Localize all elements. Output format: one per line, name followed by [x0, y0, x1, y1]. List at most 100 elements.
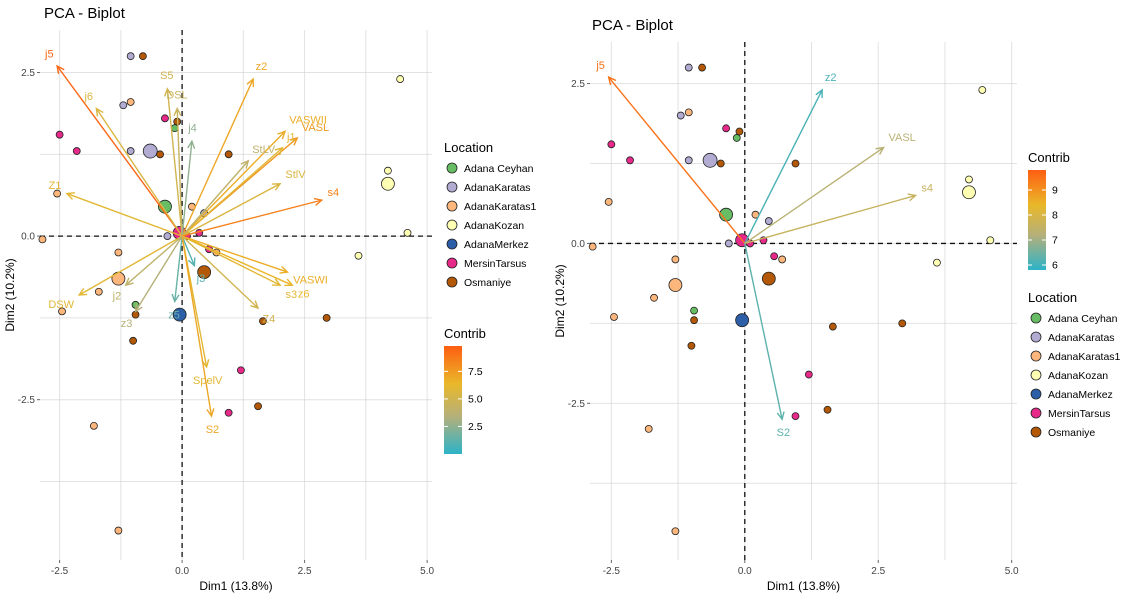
data-point	[236, 366, 245, 375]
data-point	[197, 265, 212, 279]
data-point	[126, 52, 135, 61]
data-point	[791, 159, 800, 168]
legend-contrib-title: Contrib	[1028, 150, 1070, 165]
arrowhead-j3	[187, 257, 196, 268]
arrowhead-j4	[187, 139, 196, 149]
arrow-Z1	[66, 192, 183, 237]
data-point	[716, 159, 725, 168]
data-point	[898, 319, 907, 328]
x-tick-label: 5.0	[1005, 566, 1019, 577]
arrow-j2	[125, 235, 183, 286]
x-tick-label: 5.0	[420, 566, 434, 577]
data-point	[72, 147, 81, 155]
colorbar-tick-label: 6	[1052, 260, 1058, 272]
arrow-z2	[744, 89, 823, 244]
arrowhead-VASL	[289, 136, 299, 146]
data-point	[668, 278, 683, 292]
legend-contrib: Contrib 6 7 8 9	[1028, 150, 1070, 272]
legend-swatch	[446, 276, 458, 288]
y-axis-label: Dim2 (10.2%)	[3, 258, 17, 331]
arrowhead-j5	[56, 64, 65, 74]
colorbar-tick-label: 7	[1052, 235, 1058, 247]
legend-swatch	[446, 238, 458, 250]
arrow-z6	[181, 235, 293, 286]
data-point	[172, 307, 187, 322]
legend-location-label: AdanaKaratas1	[464, 201, 537, 213]
arrow-label-StLV: StLV	[252, 144, 276, 156]
arrowhead-z6	[284, 278, 294, 287]
y-tick-label: -2.5	[568, 399, 586, 410]
arrowhead-VASL	[875, 146, 885, 155]
x-tick-label: 2.5	[298, 566, 312, 577]
biplot-panel-2: PCA - Biplot -2.5 0.0 2.5 5.0 -2.5 0.0 2.5 Dim1 …	[553, 17, 1121, 593]
arrow-z5	[174, 236, 183, 302]
x-tick-label: -2.5	[603, 566, 621, 577]
arrow-j6	[95, 108, 183, 237]
arrowhead-j1	[274, 146, 284, 156]
legend-location-label: Osmaniye	[1048, 427, 1095, 439]
arrow-label-VASL: VASL	[302, 122, 329, 134]
data-point	[764, 217, 773, 225]
legend-swatch	[1030, 369, 1042, 381]
legend-location-label: AdanaMerkez	[464, 239, 529, 251]
data-point	[671, 527, 680, 536]
data-point	[933, 258, 941, 267]
arrowhead-z5	[171, 293, 180, 304]
arrow-label-z6: z6	[298, 288, 310, 300]
data-point	[698, 63, 706, 72]
data-point	[607, 140, 616, 149]
data-point	[650, 293, 658, 302]
arrow-label-Z4: Z4	[262, 314, 275, 326]
arrow-StLV	[181, 160, 249, 237]
colorbar-tick-label: 8	[1052, 210, 1058, 222]
data-point	[965, 175, 973, 184]
data-point	[58, 307, 66, 316]
data-point	[254, 402, 262, 411]
arrowhead-VASWI	[279, 265, 289, 274]
arrow-label-StlV: StlV	[285, 169, 306, 181]
arrowhead-s4	[313, 197, 324, 206]
data-point	[403, 228, 412, 237]
data-point	[126, 147, 135, 155]
y-tick-label: 0.0	[21, 232, 35, 243]
arrow-label-VASWI: VASWI	[293, 275, 328, 287]
legend-location-label: AdanaMerkez	[1048, 389, 1113, 401]
data-point	[53, 189, 62, 198]
arrow-label-S2: S2	[777, 427, 790, 439]
arrow-z2	[181, 78, 254, 237]
data-point	[690, 306, 698, 315]
legend-contrib-title: Contrib	[444, 326, 486, 341]
colorbar-tick-label: 9	[1052, 185, 1058, 197]
arrow-label-DSL: DSL	[166, 90, 187, 102]
legend-swatch	[1030, 388, 1042, 400]
data-point	[724, 239, 733, 248]
arrow-VASWI	[181, 235, 288, 273]
arrowhead-j5	[607, 75, 617, 86]
arrow-j5	[56, 65, 183, 237]
data-point	[770, 252, 779, 261]
legend-swatch	[446, 257, 458, 269]
arrowhead-j2	[124, 277, 134, 287]
legend-location-title: Location	[1028, 290, 1077, 305]
legend-swatch	[446, 181, 458, 193]
arrowhead-s3	[272, 278, 282, 286]
arrowhead-Z4	[250, 300, 260, 310]
data-point	[604, 197, 613, 206]
data-point	[823, 405, 832, 414]
contrib-colorbar	[444, 346, 462, 454]
legend-location-label: MersinTarsus	[464, 258, 526, 270]
data-point	[119, 101, 128, 110]
chart-title: PCA - Biplot	[44, 5, 126, 22]
legend-location-label: Adana Ceyhan	[1048, 313, 1118, 325]
x-tick-label: 0.0	[738, 566, 752, 577]
y-tick-label: 2.5	[21, 68, 35, 79]
arrow-label-s3: s3	[285, 289, 297, 301]
data-point	[644, 425, 653, 433]
legend-swatch	[446, 162, 458, 174]
arrow-S2	[744, 243, 783, 420]
data-point	[161, 114, 169, 123]
arrow-label-j5: j5	[595, 60, 605, 72]
legend-location: Location Adana Ceyhan AdanaKaratas AdanaKar…	[444, 140, 537, 289]
arrow-label-DSW: DSW	[48, 299, 74, 311]
